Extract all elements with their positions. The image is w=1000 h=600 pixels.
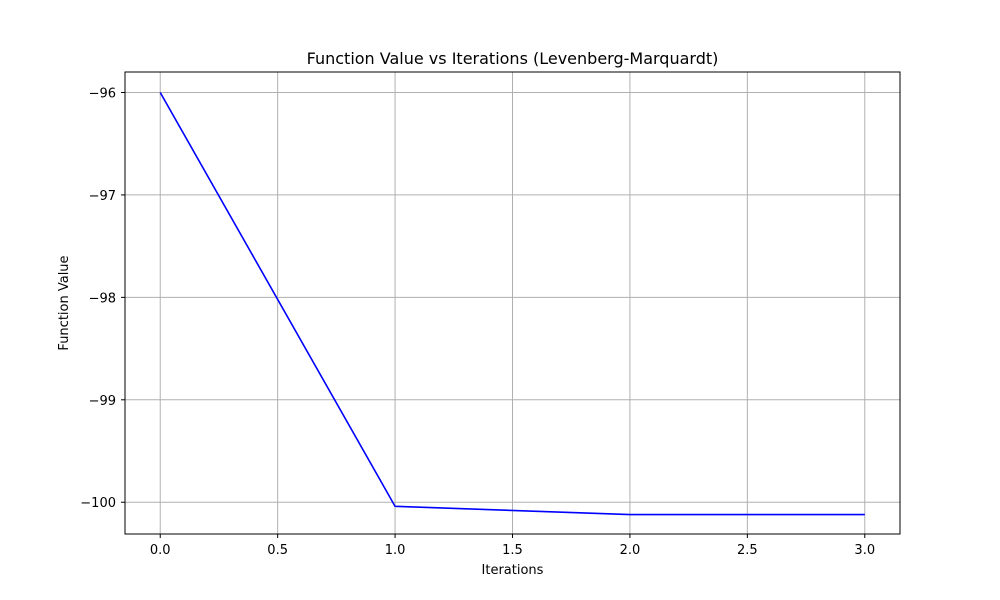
y-tick-label: −99 [89, 394, 116, 409]
y-tick-label: −98 [89, 291, 116, 306]
y-tick-label: −100 [80, 496, 116, 511]
x-axis-label: Iterations [482, 563, 544, 578]
y-axis-label: Function Value [57, 255, 72, 350]
x-tick-label: 2.5 [737, 543, 758, 558]
grid-layer [125, 72, 900, 534]
x-tick-label: 0.0 [150, 543, 171, 558]
x-tick-label: 2.0 [620, 543, 641, 558]
x-tick-label: 1.0 [385, 543, 406, 558]
x-tick-label: 0.5 [267, 543, 288, 558]
y-tick-label: −97 [89, 189, 116, 204]
series-line [159, 92, 865, 516]
y-tick-label: −96 [89, 86, 116, 101]
x-tick-label: 1.5 [502, 543, 523, 558]
x-tick-label: 3.0 [854, 543, 875, 558]
ticks-layer: 0.0 0.5 1.0 1.5 2.0 2.5 3.0 −100 −99 −98 −97 −96 [80, 86, 875, 558]
series-layer [159, 92, 865, 516]
chart-title: Function Value vs Iterations (Levenberg-… [307, 49, 719, 68]
